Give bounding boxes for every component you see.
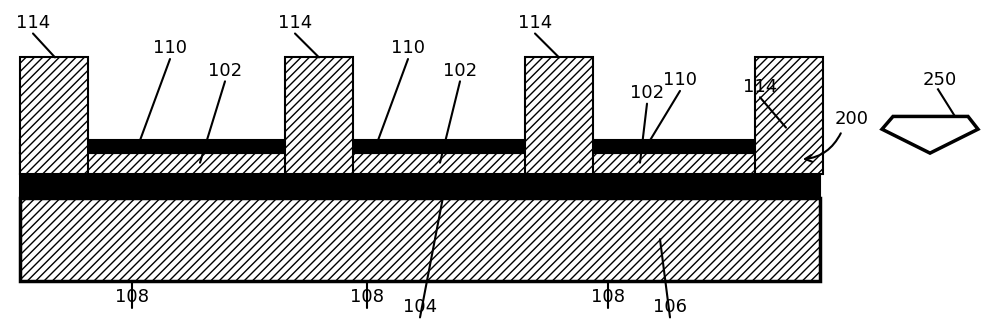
Text: 102: 102 (208, 62, 242, 80)
Text: 108: 108 (115, 288, 149, 306)
Text: 110: 110 (663, 71, 697, 89)
Bar (285, 57, 353, 174)
Text: 114: 114 (16, 14, 50, 32)
Text: 102: 102 (630, 84, 664, 102)
Bar (20, 140, 820, 153)
Text: 110: 110 (153, 40, 187, 57)
Bar (755, 57, 823, 174)
Bar (20, 57, 88, 174)
Text: 104: 104 (403, 298, 437, 316)
Text: 200: 200 (835, 110, 869, 128)
Text: 102: 102 (443, 62, 477, 80)
Bar (20, 198, 820, 281)
Text: 110: 110 (391, 40, 425, 57)
Text: 108: 108 (350, 288, 384, 306)
Text: 108: 108 (591, 288, 625, 306)
Bar (525, 57, 593, 174)
Bar (20, 174, 820, 198)
Text: 250: 250 (923, 71, 957, 89)
Text: 114: 114 (743, 78, 777, 96)
Text: 114: 114 (518, 14, 552, 32)
Text: 114: 114 (278, 14, 312, 32)
Bar (20, 153, 820, 174)
Text: 106: 106 (653, 298, 687, 316)
